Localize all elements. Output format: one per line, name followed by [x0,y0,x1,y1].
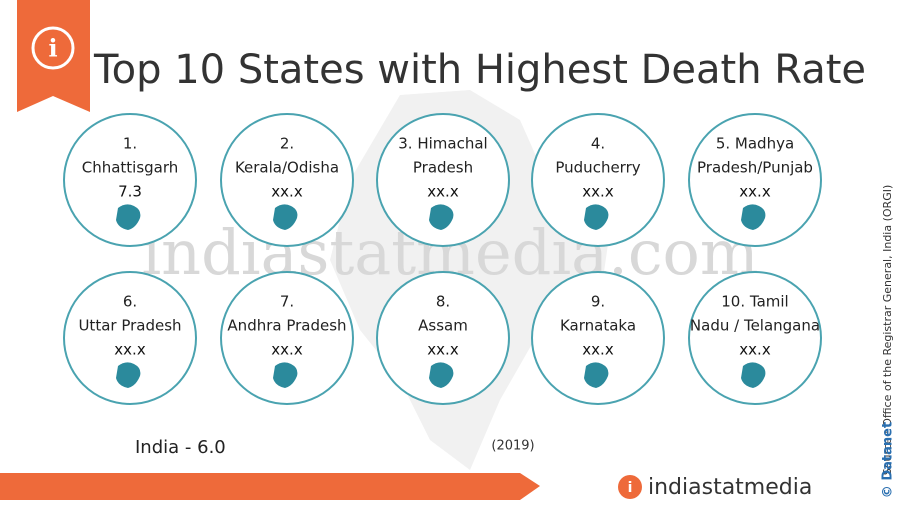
india-value: India - 6.0 [135,437,226,458]
item-value: xx.x [582,183,614,201]
state-map [741,362,766,388]
info-icon-letter: i [48,34,57,63]
item-value: xx.x [271,341,303,359]
title: Top 10 States with Highest Death Rate [93,47,866,93]
item-label: 10. Tamil [721,293,788,311]
item-circle [531,113,665,247]
item-label: 8. [436,293,450,311]
logo-icon-letter: i [628,480,633,496]
logo-icon [618,475,642,499]
item-label: Pradesh [413,159,473,177]
state-map [584,362,609,388]
item-label: 4. [591,135,605,153]
item-label: Andhra Pradesh [227,317,346,335]
brand: indiastatmedia [648,475,812,500]
state-map [273,204,298,230]
item-label: 2. [280,135,294,153]
item-label: 5. Madhya [716,135,794,153]
footer-bar [0,473,540,500]
item-label: Uttar Pradesh [78,317,181,335]
item-label: 9. [591,293,605,311]
item-circle [63,271,197,405]
copyright: © Datanet [881,422,896,498]
item-value: xx.x [271,183,303,201]
state-map [741,204,766,230]
item-label: Pradesh/Punjab [697,159,813,177]
item-value: xx.x [427,341,459,359]
item-value: xx.x [114,341,146,359]
item-value: xx.x [427,183,459,201]
state-map [429,204,454,230]
state-map [116,204,141,230]
state-map [584,204,609,230]
item-circle [63,113,197,247]
item-label: Karnataka [560,317,636,335]
item-circle [688,113,822,247]
item-value: xx.x [582,341,614,359]
year: (2019) [491,439,534,454]
item-label: 1. [123,135,137,153]
state-map [273,362,298,388]
item-label: 6. [123,293,137,311]
item-value: xx.x [739,341,771,359]
item-label: Kerala/Odisha [235,159,339,177]
item-circle [376,113,510,247]
item-value: 7.3 [118,183,142,201]
item-circle [220,271,354,405]
item-label: Nadu / Telangana [690,317,820,335]
info-icon [31,26,75,70]
item-label: Puducherry [555,159,640,177]
item-label: Assam [418,317,468,335]
state-map [116,362,141,388]
item-label: 3. Himachal [398,135,487,153]
source: Source : Office of the Registrar General… [881,185,894,476]
item-circle [688,271,822,405]
item-circle [376,271,510,405]
item-label: 7. [280,293,294,311]
item-circle [220,113,354,247]
state-map [429,362,454,388]
item-label: Chhattisgarh [82,159,179,177]
item-circle [531,271,665,405]
item-value: xx.x [739,183,771,201]
banner [17,0,90,112]
item-grid: 1. Chhattisgarh 7.3 2. Kerala/Odisha xx.x 3. H… [63,113,822,405]
